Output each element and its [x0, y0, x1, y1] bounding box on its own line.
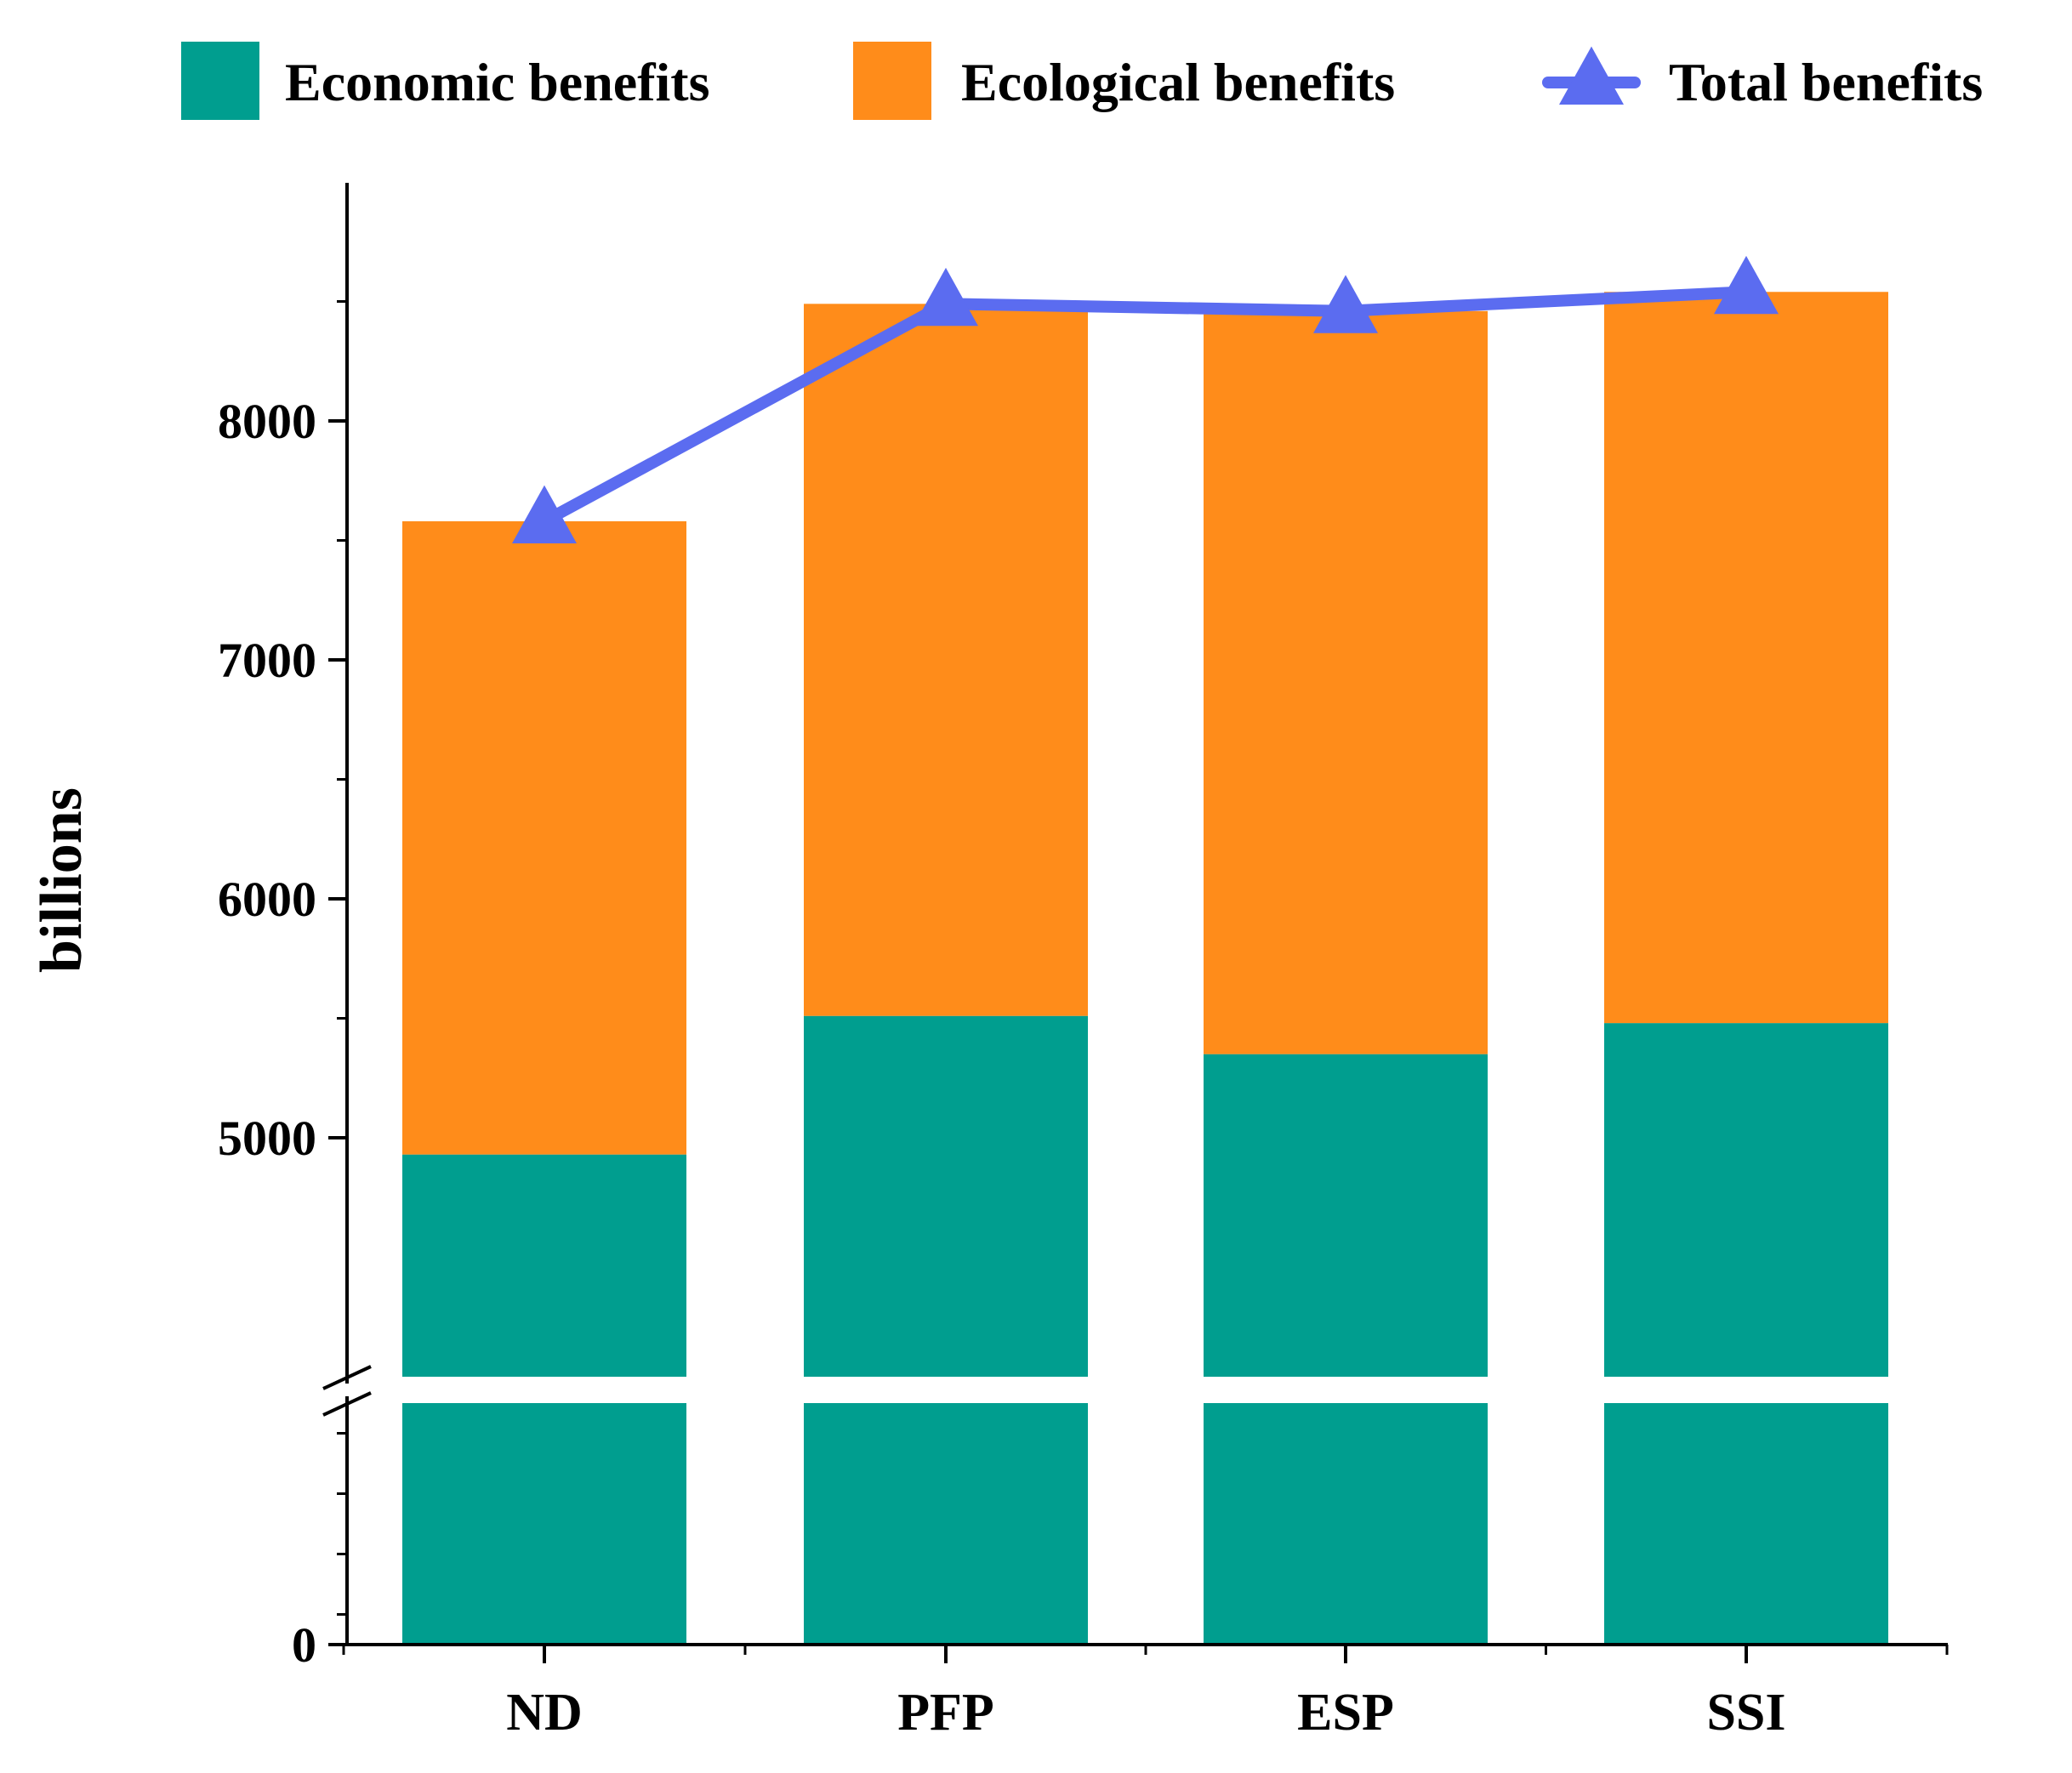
- bar-economic-ssi: [1604, 1023, 1888, 1377]
- total-benefits-point-ssi: [1714, 255, 1779, 315]
- y-tick-label-0: 0: [292, 1617, 316, 1673]
- y-axis-label: billions: [29, 787, 94, 973]
- total-benefits-point-pfp: [914, 267, 978, 327]
- legend: Economic benefits Ecological benefits Tota…: [181, 42, 1983, 120]
- bar-economic-esp-lower: [1204, 1403, 1488, 1645]
- y-tick-label-6000: 6000: [218, 872, 316, 927]
- bar-economic-esp: [1204, 1054, 1488, 1377]
- bar-economic-nd-lower: [402, 1403, 686, 1645]
- bar-economic-pfp: [804, 1015, 1088, 1377]
- bar-ecological-nd: [402, 521, 686, 1155]
- bar-ecological-esp: [1204, 310, 1488, 1054]
- y-tick-label-7000: 7000: [218, 633, 316, 688]
- y-tick-label-8000: 8000: [218, 394, 316, 449]
- bars: [402, 292, 1888, 1645]
- total-benefits-point-esp: [1313, 275, 1378, 333]
- legend-label-ecological: Ecological benefits: [961, 52, 1395, 112]
- legend-swatch-economic: [181, 42, 259, 120]
- bar-economic-pfp-lower: [804, 1403, 1088, 1645]
- bar-ecological-ssi: [1604, 292, 1888, 1024]
- x-tick-label-pfp: PFP: [897, 1684, 994, 1742]
- legend-swatch-ecological: [853, 42, 931, 120]
- x-tick-label-esp: ESP: [1297, 1684, 1394, 1742]
- x-tick-label-ssi: SSI: [1706, 1684, 1785, 1742]
- axes: 0 5000 6000 7000 8000 ND PFP ESP SSI: [218, 183, 1949, 1742]
- x-tick-label-nd: ND: [506, 1684, 583, 1742]
- total-benefits-line: [512, 255, 1779, 544]
- total-benefits-point-nd: [512, 485, 577, 544]
- axis-break-mark-bottom: [322, 1391, 372, 1417]
- bar-economic-ssi-lower: [1604, 1403, 1888, 1645]
- bar-economic-nd: [402, 1154, 686, 1377]
- y-tick-label-5000: 5000: [218, 1111, 316, 1166]
- axis-break-mark-top: [322, 1365, 372, 1390]
- bar-ecological-pfp: [804, 304, 1088, 1016]
- legend-label-total: Total benefits: [1669, 52, 1983, 112]
- legend-marker-total: [1559, 46, 1624, 105]
- legend-label-economic: Economic benefits: [285, 52, 710, 112]
- total-benefits-series-line: [541, 286, 1747, 527]
